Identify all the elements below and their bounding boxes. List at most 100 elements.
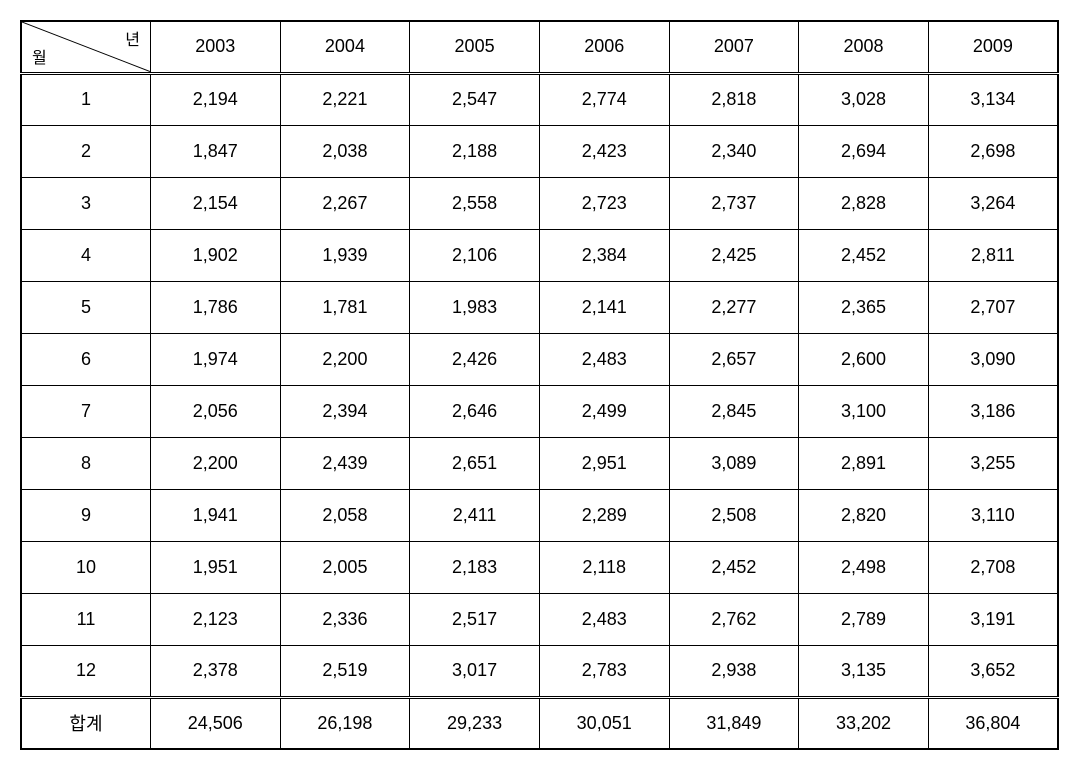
- value-cell: 1,781: [280, 281, 410, 333]
- header-row: 년 월 2003 2004 2005 2006 2007 2008 2009: [21, 21, 1058, 73]
- value-cell: 2,774: [539, 73, 669, 125]
- value-cell: 2,698: [928, 125, 1058, 177]
- table-row: 5 1,786 1,781 1,983 2,141 2,277 2,365 2,…: [21, 281, 1058, 333]
- value-cell: 1,847: [150, 125, 280, 177]
- value-cell: 2,783: [539, 645, 669, 697]
- total-value-cell: 36,804: [928, 697, 1058, 749]
- month-cell: 4: [21, 229, 150, 281]
- value-cell: 2,384: [539, 229, 669, 281]
- value-cell: 2,938: [669, 645, 799, 697]
- table-row: 1 2,194 2,221 2,547 2,774 2,818 3,028 3,…: [21, 73, 1058, 125]
- value-cell: 3,134: [928, 73, 1058, 125]
- value-cell: 2,056: [150, 385, 280, 437]
- month-cell: 7: [21, 385, 150, 437]
- total-value-cell: 26,198: [280, 697, 410, 749]
- value-cell: 2,452: [669, 541, 799, 593]
- value-cell: 2,519: [280, 645, 410, 697]
- value-cell: 2,106: [410, 229, 540, 281]
- total-value-cell: 33,202: [799, 697, 929, 749]
- value-cell: 2,154: [150, 177, 280, 229]
- year-header: 2005: [410, 21, 540, 73]
- value-cell: 2,828: [799, 177, 929, 229]
- value-cell: 2,818: [669, 73, 799, 125]
- value-cell: 2,118: [539, 541, 669, 593]
- value-cell: 2,439: [280, 437, 410, 489]
- table-row: 9 1,941 2,058 2,411 2,289 2,508 2,820 3,…: [21, 489, 1058, 541]
- value-cell: 2,426: [410, 333, 540, 385]
- value-cell: 3,135: [799, 645, 929, 697]
- value-cell: 2,336: [280, 593, 410, 645]
- table-row: 6 1,974 2,200 2,426 2,483 2,657 2,600 3,…: [21, 333, 1058, 385]
- value-cell: 2,394: [280, 385, 410, 437]
- value-cell: 2,558: [410, 177, 540, 229]
- value-cell: 2,508: [669, 489, 799, 541]
- value-cell: 2,951: [539, 437, 669, 489]
- value-cell: 2,425: [669, 229, 799, 281]
- value-cell: 2,289: [539, 489, 669, 541]
- value-cell: 2,365: [799, 281, 929, 333]
- value-cell: 3,017: [410, 645, 540, 697]
- value-cell: 2,517: [410, 593, 540, 645]
- table-row: 4 1,902 1,939 2,106 2,384 2,425 2,452 2,…: [21, 229, 1058, 281]
- value-cell: 2,811: [928, 229, 1058, 281]
- value-cell: 2,277: [669, 281, 799, 333]
- total-value-cell: 29,233: [410, 697, 540, 749]
- value-cell: 1,983: [410, 281, 540, 333]
- value-cell: 2,694: [799, 125, 929, 177]
- value-cell: 2,600: [799, 333, 929, 385]
- value-cell: 2,452: [799, 229, 929, 281]
- value-cell: 1,941: [150, 489, 280, 541]
- value-cell: 2,789: [799, 593, 929, 645]
- value-cell: 2,499: [539, 385, 669, 437]
- corner-month-label: 월: [32, 44, 47, 68]
- value-cell: 3,264: [928, 177, 1058, 229]
- table-row: 7 2,056 2,394 2,646 2,499 2,845 3,100 3,…: [21, 385, 1058, 437]
- value-cell: 2,891: [799, 437, 929, 489]
- value-cell: 2,340: [669, 125, 799, 177]
- value-cell: 2,483: [539, 333, 669, 385]
- month-cell: 9: [21, 489, 150, 541]
- value-cell: 2,651: [410, 437, 540, 489]
- corner-year-label: 년: [125, 26, 140, 50]
- value-cell: 3,652: [928, 645, 1058, 697]
- value-cell: 3,100: [799, 385, 929, 437]
- month-cell: 6: [21, 333, 150, 385]
- table-row: 10 1,951 2,005 2,183 2,118 2,452 2,498 2…: [21, 541, 1058, 593]
- year-header: 2006: [539, 21, 669, 73]
- month-cell: 10: [21, 541, 150, 593]
- value-cell: 2,547: [410, 73, 540, 125]
- value-cell: 2,646: [410, 385, 540, 437]
- value-cell: 2,423: [539, 125, 669, 177]
- table-row: 2 1,847 2,038 2,188 2,423 2,340 2,694 2,…: [21, 125, 1058, 177]
- data-table-container: 년 월 2003 2004 2005 2006 2007 2008 2009 1…: [20, 20, 1059, 750]
- value-cell: 2,378: [150, 645, 280, 697]
- value-cell: 2,707: [928, 281, 1058, 333]
- month-cell: 5: [21, 281, 150, 333]
- total-value-cell: 30,051: [539, 697, 669, 749]
- value-cell: 1,786: [150, 281, 280, 333]
- month-cell: 11: [21, 593, 150, 645]
- value-cell: 2,737: [669, 177, 799, 229]
- table-row: 11 2,123 2,336 2,517 2,483 2,762 2,789 3…: [21, 593, 1058, 645]
- total-label-cell: 합계: [21, 697, 150, 749]
- value-cell: 3,110: [928, 489, 1058, 541]
- value-cell: 3,191: [928, 593, 1058, 645]
- month-cell: 1: [21, 73, 150, 125]
- value-cell: 2,194: [150, 73, 280, 125]
- value-cell: 2,188: [410, 125, 540, 177]
- value-cell: 2,657: [669, 333, 799, 385]
- value-cell: 2,708: [928, 541, 1058, 593]
- value-cell: 2,723: [539, 177, 669, 229]
- total-value-cell: 24,506: [150, 697, 280, 749]
- corner-header-cell: 년 월: [21, 21, 150, 73]
- year-header: 2007: [669, 21, 799, 73]
- value-cell: 2,005: [280, 541, 410, 593]
- value-cell: 2,038: [280, 125, 410, 177]
- value-cell: 1,951: [150, 541, 280, 593]
- value-cell: 3,255: [928, 437, 1058, 489]
- value-cell: 2,058: [280, 489, 410, 541]
- value-cell: 2,141: [539, 281, 669, 333]
- value-cell: 2,483: [539, 593, 669, 645]
- value-cell: 3,089: [669, 437, 799, 489]
- value-cell: 2,820: [799, 489, 929, 541]
